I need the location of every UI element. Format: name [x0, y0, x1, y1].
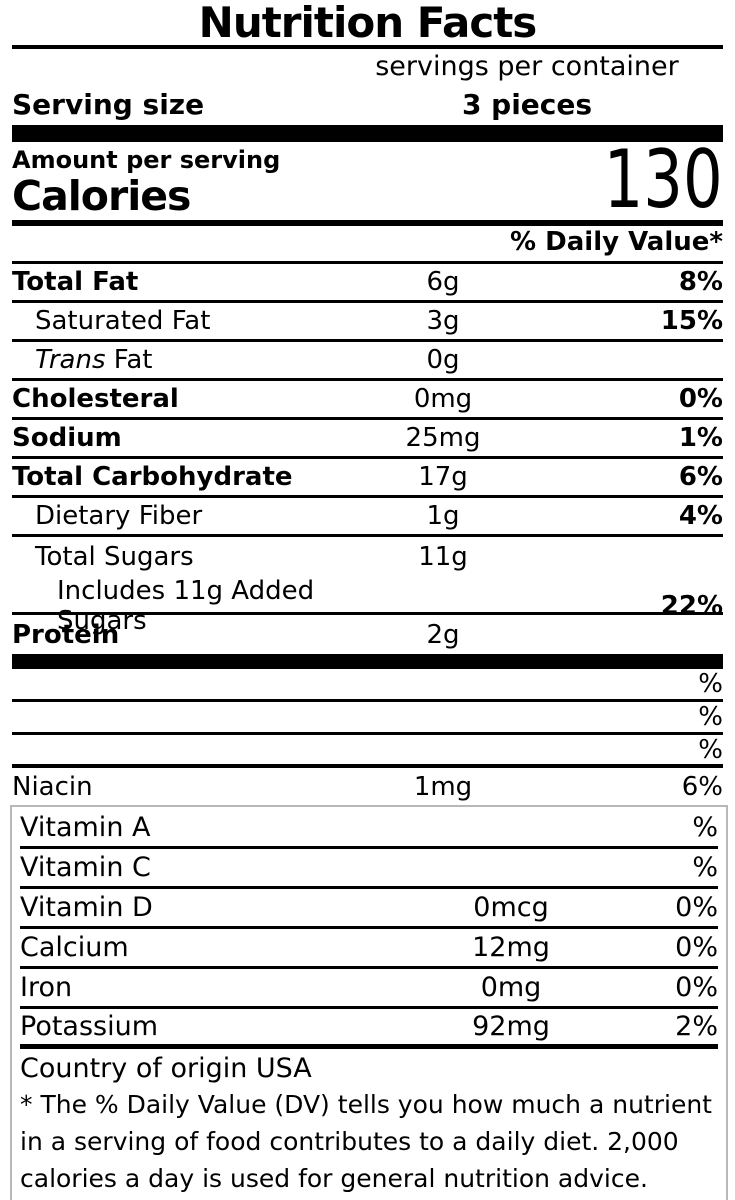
nutrient-name: Protein	[12, 619, 120, 650]
nutrient-dv: 4%	[678, 501, 723, 531]
micronutrient-row-vitamin-a: Vitamin A %	[20, 809, 718, 849]
nutrient-name: Total Fat	[12, 267, 139, 297]
calories-label: Calories	[12, 172, 191, 220]
serving-size-label: Serving size	[12, 88, 205, 121]
nutrient-name: Saturated Fat	[35, 306, 211, 336]
trans-italic-text: Trans	[35, 345, 106, 375]
blank-dv: %	[698, 702, 723, 732]
nutrient-dv: 2%	[675, 1011, 718, 1042]
nutrient-dv: %	[692, 852, 718, 883]
nutrient-name: Includes 11g Added Sugars	[57, 576, 315, 636]
nutrient-name: Iron	[20, 972, 73, 1003]
servings-per-container-row: servings per container	[12, 49, 723, 85]
nutrient-name: Vitamin D	[20, 892, 153, 923]
nutrient-name: Dietary Fiber	[35, 501, 203, 531]
nutrient-row-total-fat: Total Fat 6g 8%	[12, 264, 723, 303]
nutrient-amount: 0g	[426, 345, 460, 375]
nutrient-amount: 0mg	[413, 384, 473, 414]
label-title: Nutrition Facts	[12, 0, 723, 49]
nutrient-amount: 17g	[418, 462, 468, 492]
nutrient-dv: 6%	[678, 462, 723, 492]
blank-percent-row: %	[12, 735, 723, 768]
nutrient-amount: 0mg	[480, 972, 542, 1003]
nutrient-dv: 8%	[678, 267, 723, 297]
calories-left-column: Amount per serving Calories	[12, 146, 281, 220]
micronutrient-row-vitamin-d: Vitamin D 0mcg 0%	[20, 889, 718, 929]
nutrient-row-trans-fat: Trans Fat 0g	[12, 342, 723, 381]
nutrient-amount: 92mg	[472, 1011, 550, 1042]
nutrient-amount: 0mcg	[473, 892, 549, 923]
nutrient-amount: 2g	[426, 619, 460, 650]
nutrient-name: Trans Fat	[12, 345, 358, 375]
micronutrient-row-calcium: Calcium 12mg 0%	[20, 929, 718, 969]
nutrient-name: Total Carbohydrate	[12, 462, 293, 492]
calories-value: 130	[603, 133, 723, 226]
nutrient-amount: 12mg	[472, 932, 550, 963]
nutrient-amount: 1mg	[413, 771, 473, 802]
nutrient-dv: 0%	[675, 932, 718, 963]
blank-dv: %	[698, 669, 723, 699]
nutrient-name: Vitamin C	[20, 852, 151, 883]
nutrient-dv: 0%	[678, 384, 723, 414]
nutrient-amount: 1g	[426, 501, 460, 531]
blank-percent-row: %	[12, 669, 723, 702]
nutrient-dv: 6%	[681, 771, 723, 802]
nutrient-row-sodium: Sodium 25mg 1%	[12, 420, 723, 459]
nutrient-dv: 0%	[675, 892, 718, 923]
nutrient-dv: 15%	[660, 306, 723, 336]
daily-value-footnote: * The % Daily Value (DV) tells you how m…	[20, 1090, 712, 1193]
nutrient-row-total-carbohydrate: Total Carbohydrate 17g 6%	[12, 459, 723, 498]
micronutrient-row-iron: Iron 0mg 0%	[20, 969, 718, 1009]
trans-rest-text: Fat	[105, 345, 153, 375]
nutrient-name: Sodium	[12, 423, 122, 453]
micronutrient-row-potassium: Potassium 92mg 2%	[20, 1009, 718, 1049]
nutrient-dv: 1%	[678, 423, 723, 453]
blank-percent-row: %	[12, 702, 723, 735]
country-of-origin-text: Country of origin USA	[20, 1053, 312, 1084]
nutrient-name: Potassium	[20, 1011, 159, 1042]
thick-divider-bar	[12, 654, 723, 669]
thick-divider-bar	[12, 125, 723, 142]
daily-value-header: % Daily Value*	[12, 226, 723, 264]
nutrient-name: Niacin	[12, 771, 93, 802]
amount-per-serving-label: Amount per serving	[12, 146, 281, 174]
nutrient-amount: 3g	[426, 306, 460, 336]
nutrient-name: Vitamin A	[20, 812, 151, 843]
nutrient-row-added-sugars: Includes 11g Added Sugars 22%	[12, 576, 723, 636]
blank-dv: %	[698, 735, 723, 765]
nutrient-name: Cholesteral	[12, 384, 179, 414]
nutrient-row-protein: Protein 2g	[12, 615, 723, 654]
micronutrients-box: Vitamin A % Vitamin C % Vitamin D 0mcg 0…	[10, 805, 728, 1200]
nutrient-row-saturated-fat: Saturated Fat 3g 15%	[12, 303, 723, 342]
micronutrient-row-vitamin-c: Vitamin C %	[20, 849, 718, 889]
nutrient-amount: 25mg	[405, 423, 481, 453]
nutrient-name: Calcium	[20, 932, 129, 963]
nutrient-amount: 11g	[418, 541, 468, 572]
nutrient-row-total-sugars: Total Sugars 11g	[12, 537, 723, 576]
nutrient-dv: 0%	[675, 972, 718, 1003]
nutrient-dv: %	[692, 812, 718, 843]
nutrient-row-niacin: Niacin 1mg 6%	[12, 768, 723, 805]
nutrient-row-dietary-fiber: Dietary Fiber 1g 4%	[12, 498, 723, 537]
nutrient-dv: 22%	[660, 591, 723, 621]
nutrient-row-cholesteral: Cholesteral 0mg 0%	[12, 381, 723, 420]
servings-per-container-text: servings per container	[375, 51, 679, 82]
nutrient-name: Total Sugars	[35, 541, 194, 572]
serving-size-row: Serving size 3 pieces	[12, 85, 723, 125]
serving-size-value: 3 pieces	[461, 88, 593, 121]
calories-section: Amount per serving Calories 130	[12, 133, 723, 226]
nutrient-amount: 6g	[426, 267, 460, 297]
